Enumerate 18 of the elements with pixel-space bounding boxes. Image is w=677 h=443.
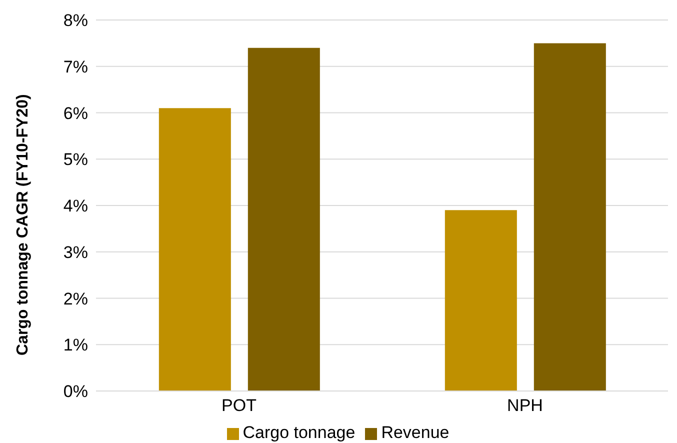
x-tick-label: POT [222, 396, 256, 416]
y-tick-label: 4% [63, 196, 88, 216]
legend-label: Cargo tonnage [242, 423, 356, 442]
bar [158, 108, 231, 391]
y-tick-label: 5% [63, 150, 88, 170]
y-tick-label: 6% [63, 104, 88, 123]
y-axis-title: Cargo tonnage CAGR (FY10-FY20) [14, 94, 32, 356]
legend-label: Revenue [381, 423, 450, 442]
bar [248, 48, 320, 391]
y-tick-label: 7% [63, 57, 88, 76]
y-tick-label: 0% [63, 382, 88, 402]
bar [444, 210, 517, 391]
y-tick-label: 2% [63, 289, 88, 308]
y-tick-label: 3% [63, 242, 88, 262]
y-tick-label: 1% [63, 336, 88, 355]
y-tick-label: 8% [63, 11, 88, 30]
x-tick-label: NPH [507, 396, 543, 416]
bar [534, 43, 606, 391]
